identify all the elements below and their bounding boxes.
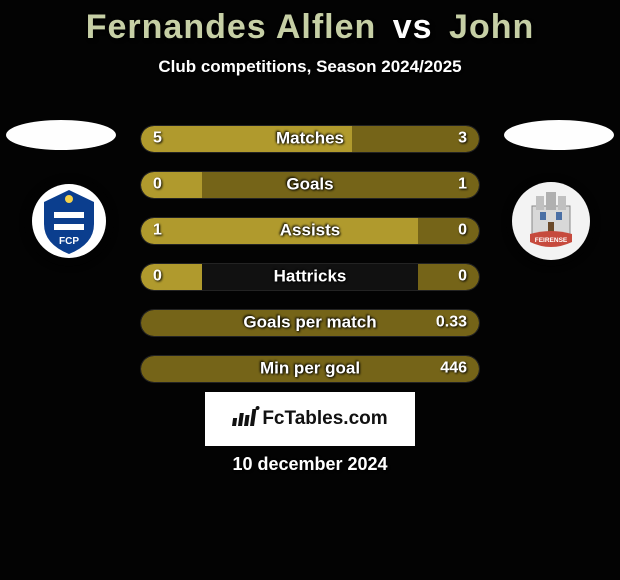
- bar-left: [141, 264, 202, 290]
- stat-label: Matches: [276, 129, 344, 149]
- bar-right: [418, 264, 479, 290]
- stat-value-left: 1: [153, 222, 162, 240]
- club-badge-right: FEIRENSE: [506, 176, 596, 266]
- svg-text:FCP: FCP: [59, 236, 79, 247]
- stat-row: Assists 1 0: [140, 217, 480, 245]
- subtitle: Club competitions, Season 2024/2025: [0, 57, 620, 77]
- stat-label: Goals per match: [243, 313, 376, 333]
- player2-avatar: [504, 120, 614, 150]
- brand-text: FcTables.com: [262, 408, 387, 430]
- svg-text:FEIRENSE: FEIRENSE: [535, 237, 568, 244]
- date-text: 10 december 2024: [232, 454, 387, 475]
- stat-row: Goals 0 1: [140, 171, 480, 199]
- brand-prefix: Fc: [262, 408, 284, 429]
- stat-value-right: 1: [458, 176, 467, 194]
- feirense-crest-icon: FEIRENSE: [512, 182, 590, 260]
- stat-value-right: 0.33: [436, 314, 467, 332]
- stat-label: Min per goal: [260, 359, 360, 379]
- stat-row: Matches 5 3: [140, 125, 480, 153]
- club-badge-left: FCP: [24, 176, 114, 266]
- stat-row: Goals per match 0.33: [140, 309, 480, 337]
- stat-value-left: 0: [153, 176, 162, 194]
- stat-label: Hattricks: [274, 267, 347, 287]
- vs-text: vs: [393, 8, 433, 46]
- bar-right: [202, 172, 479, 198]
- stat-value-right: 0: [458, 222, 467, 240]
- stat-row: Hattricks 0 0: [140, 263, 480, 291]
- stat-value-right: 3: [458, 130, 467, 148]
- stat-value-left: 0: [153, 268, 162, 286]
- stat-label: Goals: [286, 175, 333, 195]
- player2-name: John: [449, 8, 534, 46]
- player1-name: Fernandes Alflen: [86, 8, 377, 46]
- brand-suffix: Tables.com: [285, 408, 388, 429]
- stats-container: Matches53Goals01Assists10Hattricks00Goal…: [140, 125, 480, 401]
- porto-crest-icon: FCP: [32, 184, 106, 258]
- bar-right: [418, 218, 479, 244]
- player1-avatar: [6, 120, 116, 150]
- stat-value-right: 0: [458, 268, 467, 286]
- stat-row: Min per goal 446: [140, 355, 480, 383]
- bar-left: [141, 172, 202, 198]
- stat-value-left: 5: [153, 130, 162, 148]
- comparison-title: Fernandes Alflen vs John: [0, 0, 620, 47]
- stat-value-right: 446: [440, 360, 467, 378]
- chart-icon: [231, 406, 261, 432]
- brand-box: FcTables.com: [205, 392, 415, 446]
- stat-label: Assists: [280, 221, 340, 241]
